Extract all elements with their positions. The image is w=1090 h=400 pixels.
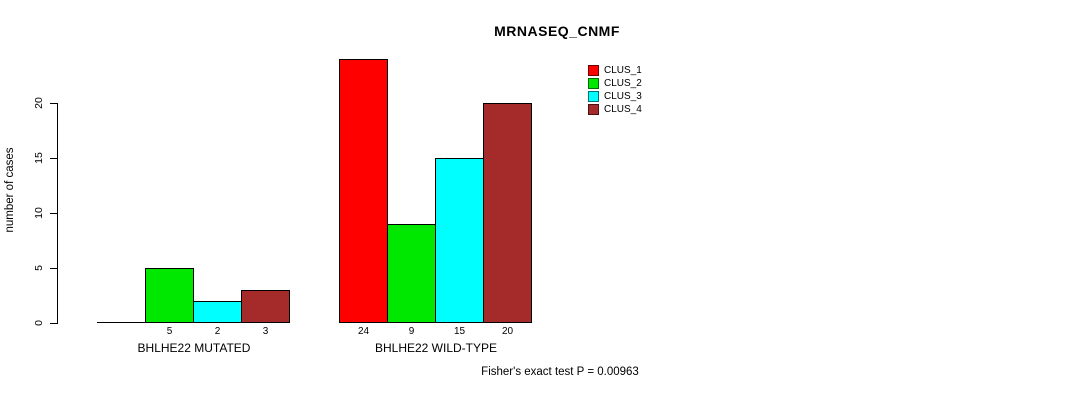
- legend-swatch-icon: [588, 91, 599, 102]
- chart-title: MRNASEQ_CNMF: [494, 23, 620, 39]
- bar-clus_3: [193, 301, 242, 323]
- legend-label: CLUS_3: [604, 91, 642, 102]
- bar-value-label: 9: [408, 326, 415, 337]
- legend-label: CLUS_4: [604, 104, 642, 115]
- legend-item: CLUS_3: [588, 90, 642, 103]
- y-axis-title: number of cases: [4, 147, 16, 233]
- legend-item: CLUS_4: [588, 103, 642, 116]
- y-axis-line: [57, 103, 58, 324]
- x-group-label-mutated: BHLHE22 MUTATED: [137, 341, 251, 355]
- bar-clus_4: [483, 103, 532, 323]
- y-axis-tick: [50, 102, 57, 104]
- y-axis-tick-label: 5: [33, 265, 45, 271]
- bar-clus_2: [145, 268, 194, 323]
- legend-label: CLUS_1: [604, 65, 642, 76]
- bar-value-label: 15: [453, 326, 466, 337]
- bar-value-label: 24: [357, 326, 370, 337]
- y-axis-tick: [50, 212, 57, 214]
- bar-value-label: 2: [214, 326, 221, 337]
- y-axis-tick: [50, 157, 57, 159]
- y-axis-tick: [50, 267, 57, 269]
- y-axis-tick-label: 0: [33, 320, 45, 326]
- y-axis-tick-label: 20: [33, 97, 45, 109]
- bar-clus_2: [387, 224, 436, 323]
- legend: CLUS_1 CLUS_2 CLUS_3 CLUS_4: [588, 64, 642, 116]
- legend-swatch-icon: [588, 65, 599, 76]
- bar-clus_4: [241, 290, 290, 323]
- bar-value-label: 5: [166, 326, 173, 337]
- bar-clus_1: [97, 322, 146, 323]
- legend-label: CLUS_2: [604, 78, 642, 89]
- x-group-label-wild-type: BHLHE22 WILD-TYPE: [374, 341, 498, 355]
- y-axis-tick-label: 10: [33, 207, 45, 219]
- legend-item: CLUS_2: [588, 77, 642, 90]
- bar-value-label: 20: [501, 326, 514, 337]
- y-axis-tick-label: 15: [33, 152, 45, 164]
- bar-clus_3: [435, 158, 484, 323]
- fisher-test-annotation: Fisher's exact test P = 0.00963: [481, 366, 639, 378]
- bar-clus_1: [339, 59, 388, 323]
- legend-item: CLUS_1: [588, 64, 642, 77]
- legend-swatch-icon: [588, 104, 599, 115]
- legend-swatch-icon: [588, 78, 599, 89]
- bar-value-label: 3: [262, 326, 269, 337]
- y-axis-tick: [50, 322, 57, 324]
